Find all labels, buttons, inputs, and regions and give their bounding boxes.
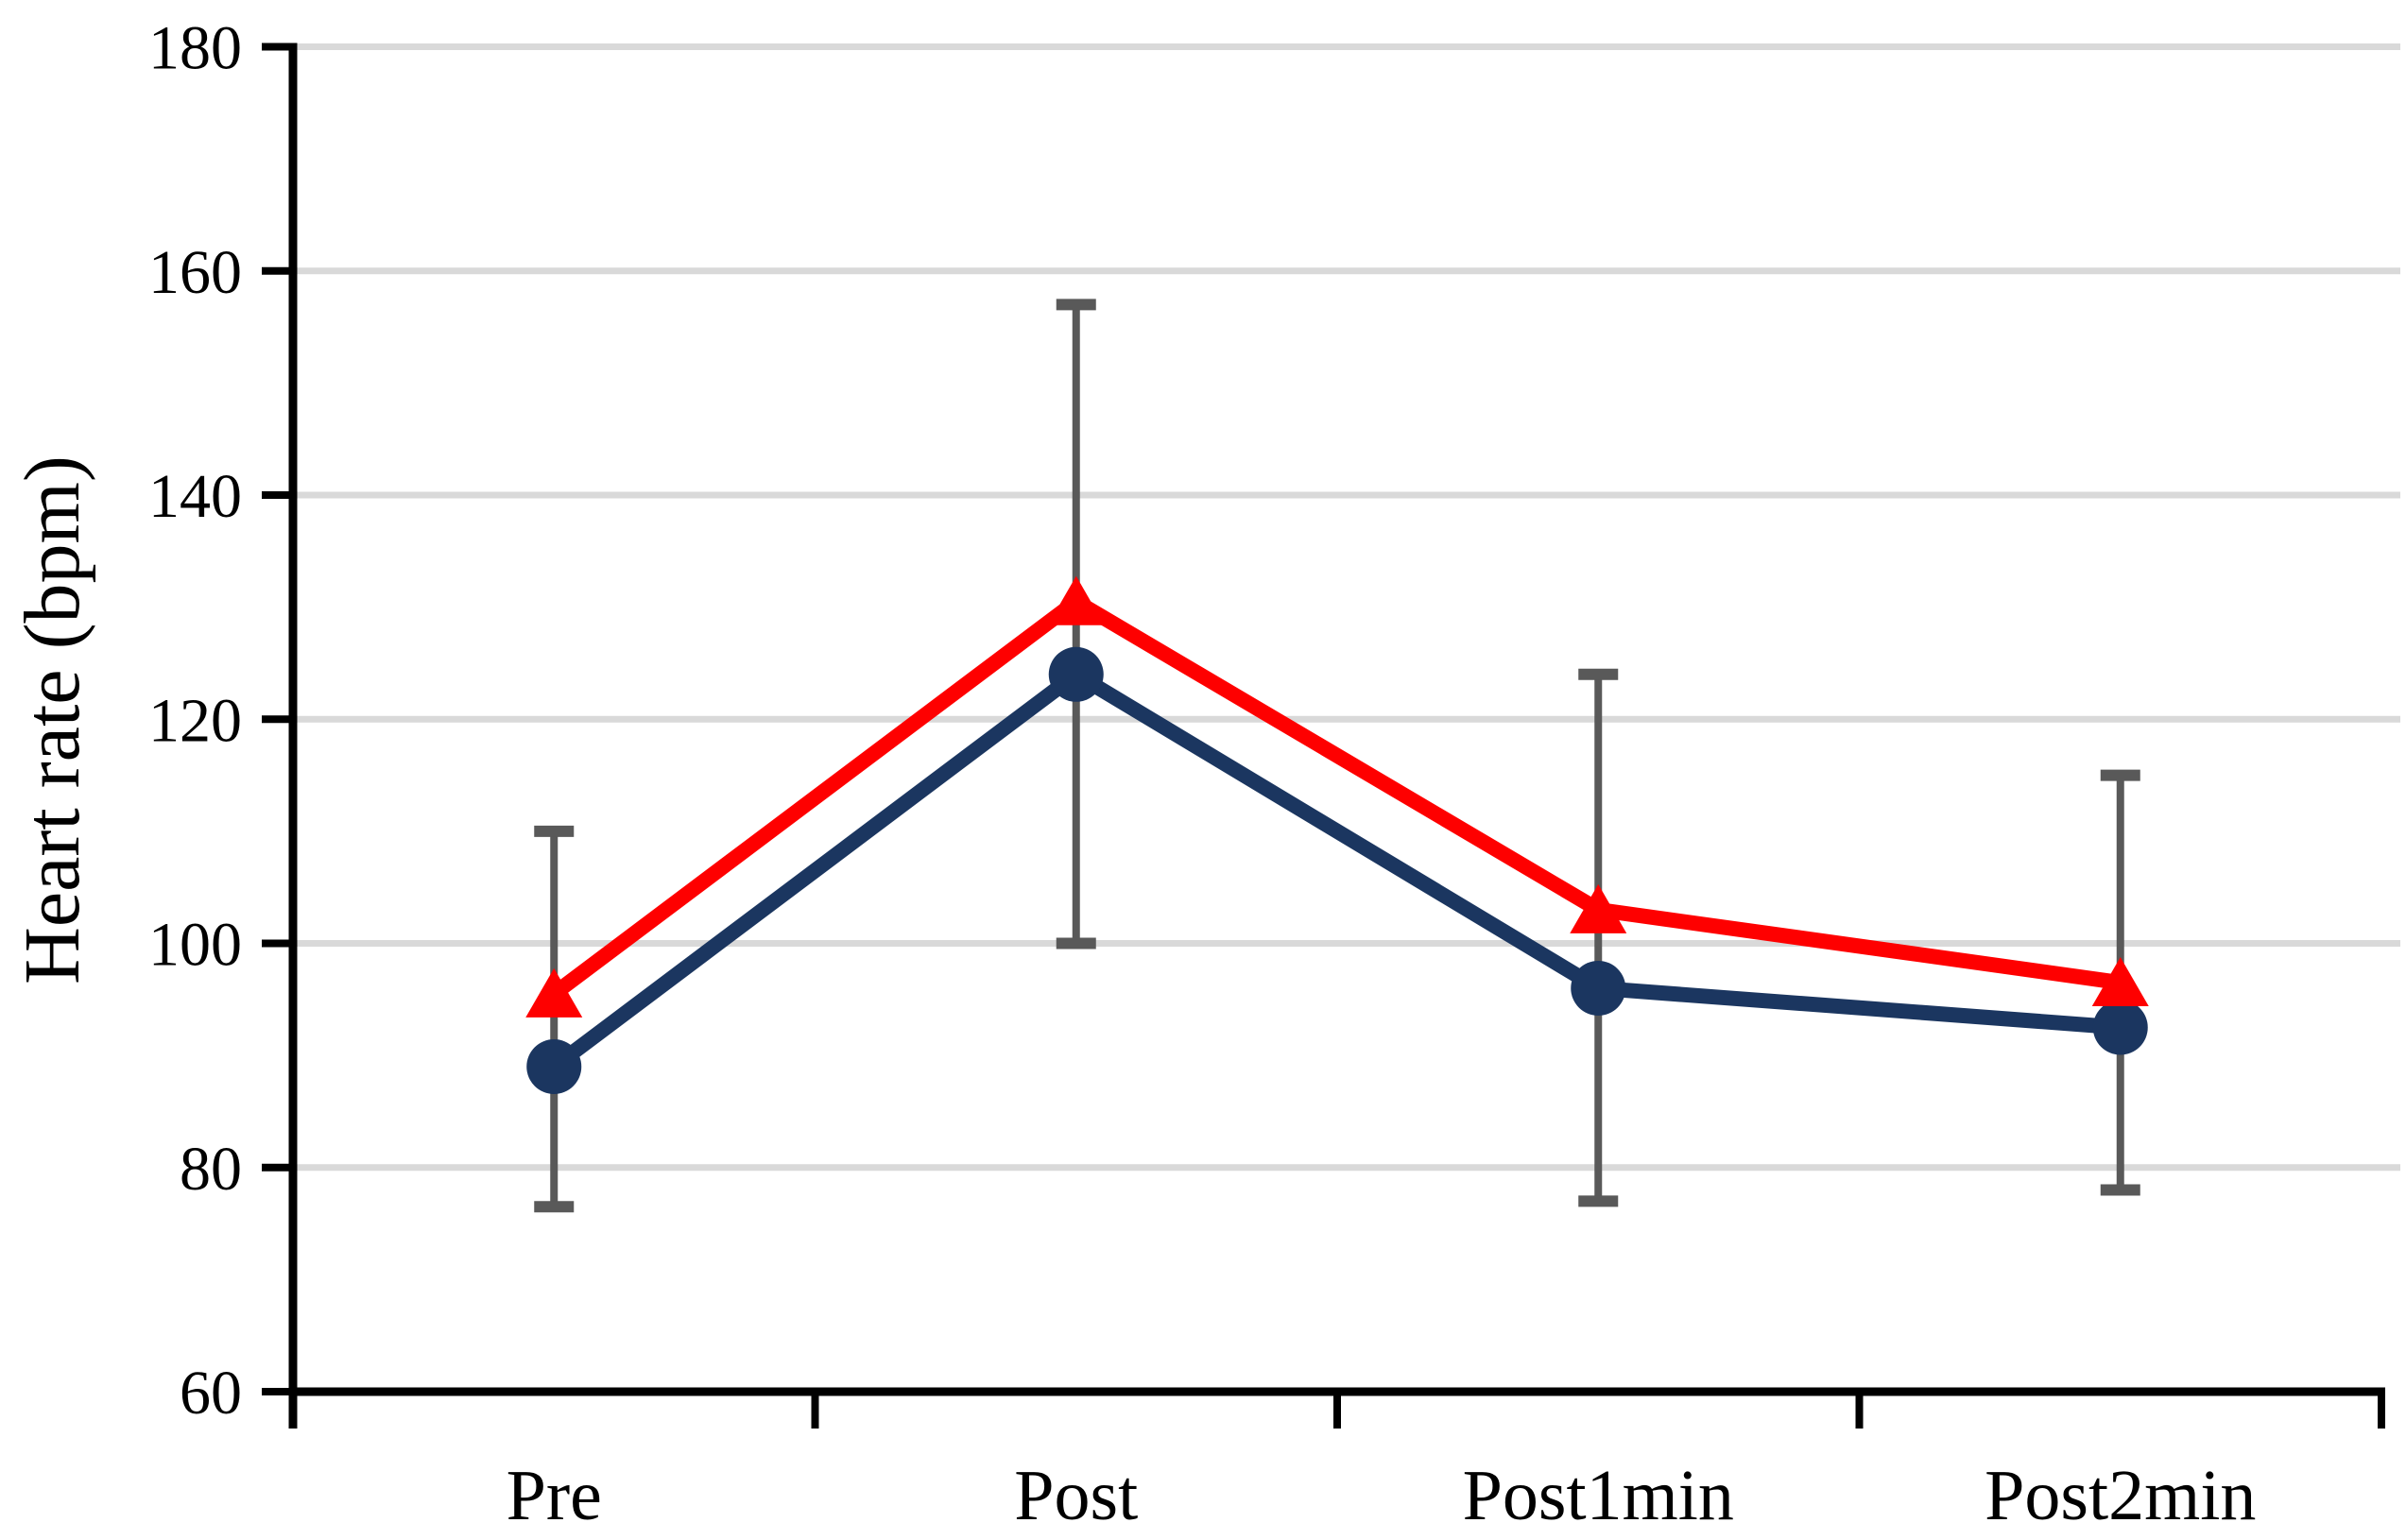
red-triangle-series-line <box>549 592 2122 1001</box>
red-triangle-series-marker <box>1047 575 1105 625</box>
y-tick-label: 180 <box>148 14 242 83</box>
navy-circle-series-marker <box>1048 646 1104 702</box>
navy-circle-series-line <box>549 665 2122 1073</box>
x-category-label: Post <box>1014 1456 1138 1535</box>
y-tick-label: 140 <box>148 462 242 531</box>
y-tick-label: 120 <box>148 686 242 755</box>
gridlines-group <box>293 43 2400 1172</box>
error-bars-group <box>534 299 2140 1213</box>
y-tick-labels-group: 60 80 100 120 140 160 180 <box>148 14 242 1429</box>
red-triangle-series-marker <box>1570 883 1627 933</box>
y-tick-label: 100 <box>148 911 242 980</box>
navy-circle-series-marker <box>2092 1000 2148 1055</box>
series-group <box>525 575 2149 1094</box>
red-triangle-series-marker <box>2091 957 2149 1007</box>
navy-circle-series-marker <box>1571 960 1626 1016</box>
x-category-label: Post2min <box>1985 1456 2256 1535</box>
x-category-label: Post1min <box>1463 1456 1734 1535</box>
x-category-label: Pre <box>507 1456 602 1535</box>
navy-circle-series-marker <box>526 1038 582 1094</box>
y-tick-label: 60 <box>180 1359 242 1428</box>
x-tick-labels-group: Pre Post Post1min Post2min <box>507 1456 2257 1535</box>
axes-group <box>262 43 2385 1429</box>
red-triangle-series-marker <box>525 967 583 1018</box>
y-axis-title: Heart rate (bpm) <box>9 455 96 984</box>
y-tick-label: 80 <box>180 1135 242 1204</box>
y-tick-label: 160 <box>148 238 242 307</box>
